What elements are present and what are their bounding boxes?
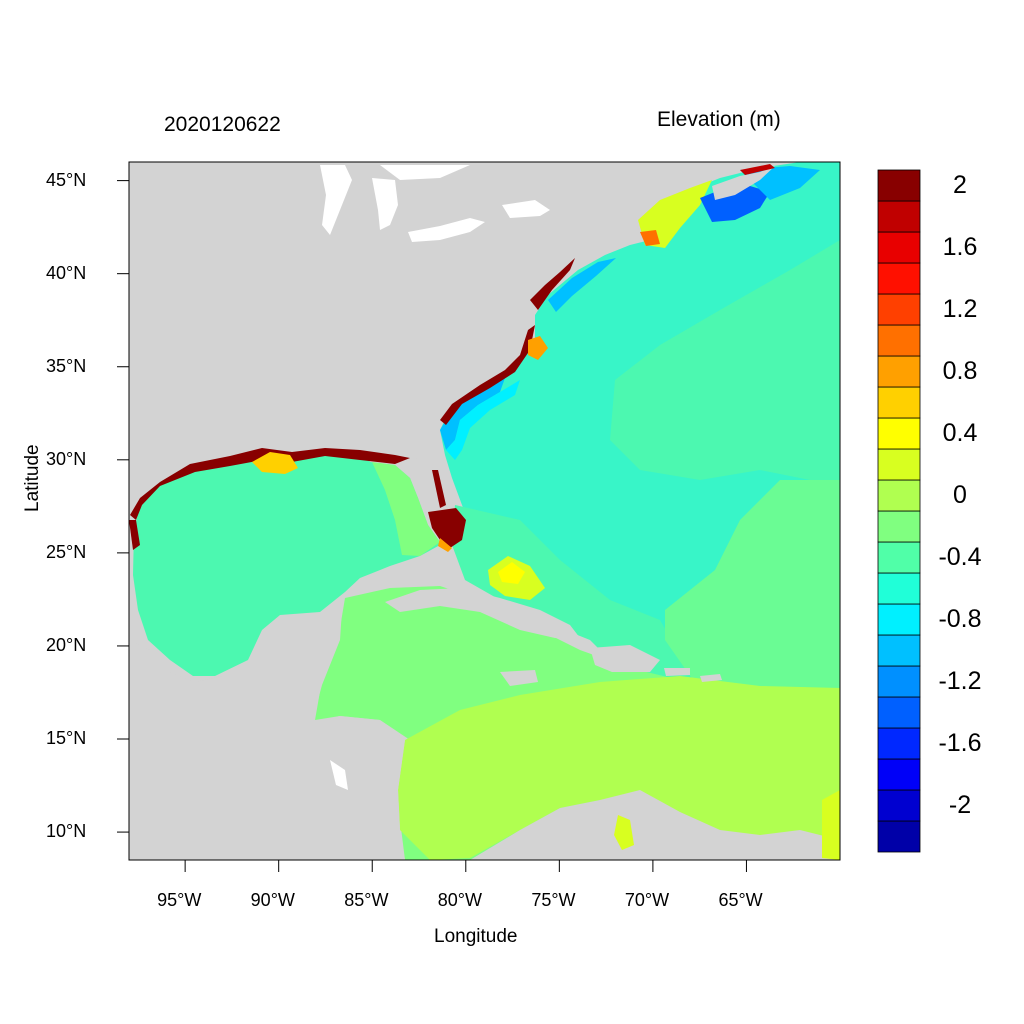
lake-nicaragua (330, 760, 348, 790)
gulf-of-maine (638, 180, 712, 248)
map-panel (129, 162, 840, 860)
lat-tick-label: 40°N (46, 262, 87, 283)
mid-atlantic-coast (530, 258, 575, 310)
lat-tick-label: 15°N (46, 728, 87, 748)
caribbean-south (398, 676, 840, 860)
latitude-ticks (117, 180, 129, 833)
colorbar-tick-label: 0.8 (942, 356, 978, 385)
colorbar-swatch (877, 386, 921, 419)
colorbar-tick-label: 1.2 (942, 294, 978, 323)
gulf-coast-surge (130, 448, 410, 520)
colorbar-swatch (877, 820, 921, 853)
colorbar-swatch (877, 169, 921, 202)
plot-frame (128, 161, 841, 861)
colorbar-tick-label: 2 (953, 170, 967, 199)
texas-coast (129, 520, 140, 550)
colorbar-swatch (877, 541, 921, 574)
cape-cod (640, 230, 660, 246)
colorbar-swatch (877, 758, 921, 791)
colorbar-swatch (877, 448, 921, 481)
lat-tick-label: 35°N (46, 355, 87, 376)
mexico-central-america (129, 610, 405, 860)
colorbar-tick-label: 0 (953, 480, 967, 509)
date-title: 2020120622 (164, 113, 281, 136)
lon-tick-label: 65°W (718, 890, 763, 910)
colorbar-swatch (877, 572, 921, 605)
florida-bay (438, 538, 452, 552)
colorbar-tick-label: -1.6 (938, 728, 982, 757)
antilles (385, 588, 722, 686)
northeast-coast-strip (822, 790, 840, 860)
lon-tick-label: 90°W (250, 890, 295, 910)
colorbar-tick-label: -0.4 (938, 542, 982, 571)
west-florida-shelf (372, 462, 440, 556)
colorbar-swatch (877, 727, 921, 760)
bahamas-shelf (452, 505, 700, 690)
longitude-ticks (184, 860, 747, 872)
colorbar-swatch (877, 510, 921, 543)
colorbar-swatch (877, 603, 921, 636)
southeast-shelf (440, 378, 505, 450)
nova-scotia-surge (740, 164, 775, 175)
variable-title: Elevation (m) (657, 108, 781, 131)
lon-tick-label: 70°W (624, 890, 670, 910)
colorbar-swatch (877, 231, 921, 264)
southeast-shelf-mid (446, 380, 520, 460)
colorbar-swatch (877, 789, 921, 822)
colorbar-tick-label: -2 (948, 790, 972, 819)
lat-tick-label: 10°N (46, 821, 87, 842)
colorbar-tick-label: 0.4 (942, 418, 978, 447)
colorbar-swatch (877, 262, 921, 295)
x-axis-title: Longitude (434, 926, 518, 947)
bahamas-inner (498, 562, 525, 584)
lon-tick-label: 85°W (344, 890, 389, 910)
colorbar-tick-label: 1.6 (942, 232, 978, 261)
pamlico-sound (528, 336, 548, 360)
nova-scotia-land (712, 166, 775, 200)
colorbar-tick-label: -1.2 (938, 666, 982, 695)
colorbar-swatch (877, 665, 921, 698)
y-axis-title: Latitude (22, 444, 43, 512)
colorbar-swatch (877, 696, 921, 729)
south-america (470, 790, 840, 860)
lat-tick-label: 45°N (46, 169, 87, 190)
lat-tick-label: 20°N (46, 634, 87, 655)
colorbar-swatch (877, 293, 921, 326)
atlantic-east-band (610, 240, 840, 490)
south-florida-surge (428, 508, 466, 548)
lon-tick-label: 80°W (437, 890, 482, 910)
florida-east-coast (432, 470, 446, 508)
colorbar-swatch (877, 634, 921, 667)
carolina-coast-surge (440, 325, 535, 425)
colorbar-swatch (877, 355, 921, 388)
lon-tick-label: 95°W (157, 890, 202, 910)
lon-tick-label: 75°W (531, 890, 576, 910)
colorbar-swatch (877, 417, 921, 450)
colorbar-swatch (877, 200, 921, 233)
colorbar (877, 169, 921, 853)
atlantic-southeast (665, 480, 840, 690)
lat-tick-label: 30°N (46, 448, 87, 469)
colorbar-swatch (877, 479, 921, 512)
lake-maracaibo (614, 815, 634, 850)
great-lakes (320, 165, 550, 242)
gulf-of-mexico (133, 452, 452, 676)
mid-atlantic-shelf (548, 258, 616, 312)
mississippi-delta (252, 452, 298, 474)
colorbar-swatch (877, 324, 921, 357)
lat-tick-label: 25°N (46, 541, 87, 562)
colorbar-tick-label: -0.8 (938, 604, 982, 633)
